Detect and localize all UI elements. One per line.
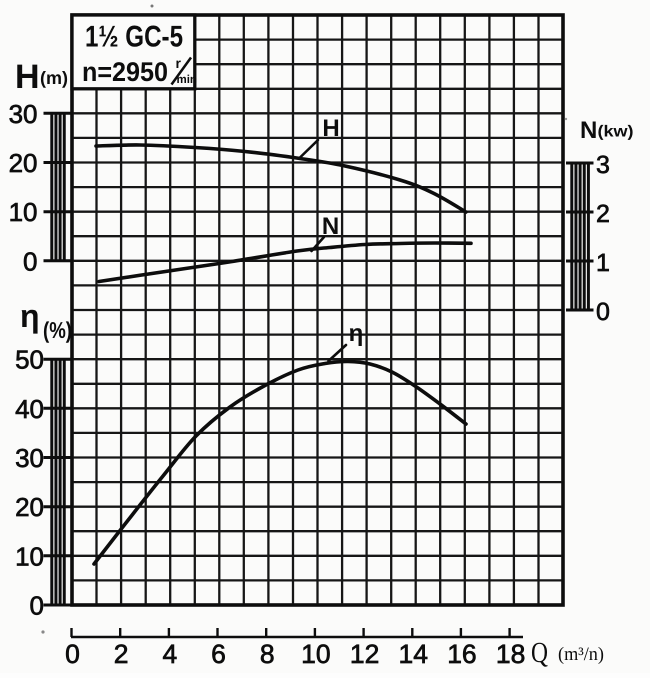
svg-text:(kw): (kw) (598, 124, 634, 141)
svg-text:η: η (349, 320, 364, 347)
svg-text:0: 0 (23, 246, 37, 276)
svg-text:20: 20 (9, 148, 38, 178)
svg-text:50: 50 (15, 345, 44, 375)
svg-text:16: 16 (447, 639, 476, 669)
svg-text:H: H (322, 115, 339, 142)
svg-text:8: 8 (260, 639, 275, 669)
svg-text:3: 3 (596, 151, 610, 179)
svg-text:Q: Q (531, 637, 548, 669)
svg-text:min: min (177, 74, 197, 86)
svg-text:r: r (176, 55, 182, 71)
svg-text:30: 30 (9, 99, 38, 129)
svg-text:n=2950: n=2950 (82, 57, 168, 87)
svg-text:2: 2 (596, 200, 610, 228)
svg-text:30: 30 (15, 443, 44, 473)
svg-text:1: 1 (596, 249, 610, 277)
svg-text:2: 2 (114, 639, 129, 669)
svg-text:4: 4 (162, 639, 177, 669)
svg-text:40: 40 (15, 394, 44, 424)
svg-text:(m³/n): (m³/n) (558, 644, 604, 665)
svg-text:0: 0 (65, 639, 80, 669)
svg-text:0: 0 (30, 591, 44, 621)
svg-text:(%): (%) (43, 317, 72, 343)
svg-text:6: 6 (211, 639, 226, 669)
svg-text:10: 10 (15, 541, 44, 571)
svg-text:H: H (15, 58, 40, 96)
svg-text:1½ GC-5: 1½ GC-5 (85, 21, 183, 54)
svg-text:12: 12 (350, 639, 379, 669)
svg-text:η: η (20, 298, 40, 334)
svg-text:18: 18 (496, 639, 525, 669)
svg-text:10: 10 (9, 197, 38, 227)
svg-text:14: 14 (399, 639, 428, 669)
svg-text:0: 0 (596, 298, 610, 326)
svg-text:N: N (580, 117, 597, 144)
svg-text:N: N (322, 213, 339, 240)
svg-text:20: 20 (15, 492, 44, 522)
svg-text:10: 10 (301, 639, 330, 669)
svg-text:(m): (m) (40, 68, 68, 88)
